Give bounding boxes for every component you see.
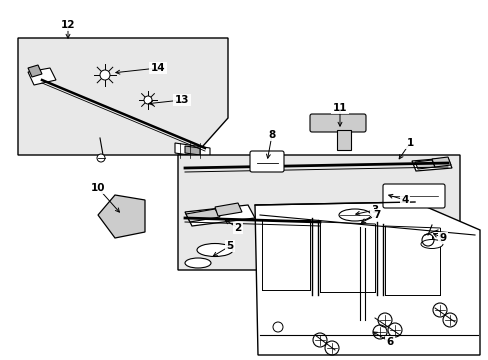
Text: 1: 1: [406, 138, 413, 148]
Polygon shape: [18, 38, 227, 155]
Text: 2: 2: [234, 223, 241, 233]
Bar: [336, 130, 350, 150]
Polygon shape: [431, 157, 450, 167]
Polygon shape: [411, 158, 451, 171]
Polygon shape: [178, 155, 459, 270]
Circle shape: [143, 96, 152, 104]
Polygon shape: [185, 209, 220, 222]
Text: 11: 11: [332, 103, 346, 113]
Polygon shape: [28, 65, 42, 77]
Text: 9: 9: [439, 233, 446, 243]
Polygon shape: [215, 203, 242, 216]
Polygon shape: [28, 68, 56, 85]
Text: 4: 4: [401, 195, 408, 205]
Text: 6: 6: [386, 337, 393, 347]
FancyBboxPatch shape: [249, 151, 284, 172]
Ellipse shape: [197, 243, 232, 256]
Text: 7: 7: [372, 210, 380, 220]
FancyBboxPatch shape: [309, 114, 365, 132]
Text: 8: 8: [268, 130, 275, 140]
Text: 13: 13: [174, 95, 189, 105]
Text: 3: 3: [370, 205, 378, 215]
FancyBboxPatch shape: [382, 184, 444, 208]
Text: 10: 10: [91, 183, 105, 193]
Text: 12: 12: [61, 20, 75, 30]
Polygon shape: [184, 146, 200, 155]
Text: 5: 5: [226, 241, 233, 251]
Polygon shape: [184, 205, 254, 226]
Polygon shape: [254, 202, 479, 355]
Polygon shape: [175, 143, 209, 158]
Ellipse shape: [338, 209, 370, 221]
Ellipse shape: [184, 258, 210, 268]
Text: 14: 14: [150, 63, 165, 73]
Polygon shape: [414, 160, 434, 169]
Ellipse shape: [420, 239, 442, 248]
Circle shape: [100, 70, 110, 80]
Ellipse shape: [97, 154, 105, 162]
Polygon shape: [98, 195, 145, 238]
